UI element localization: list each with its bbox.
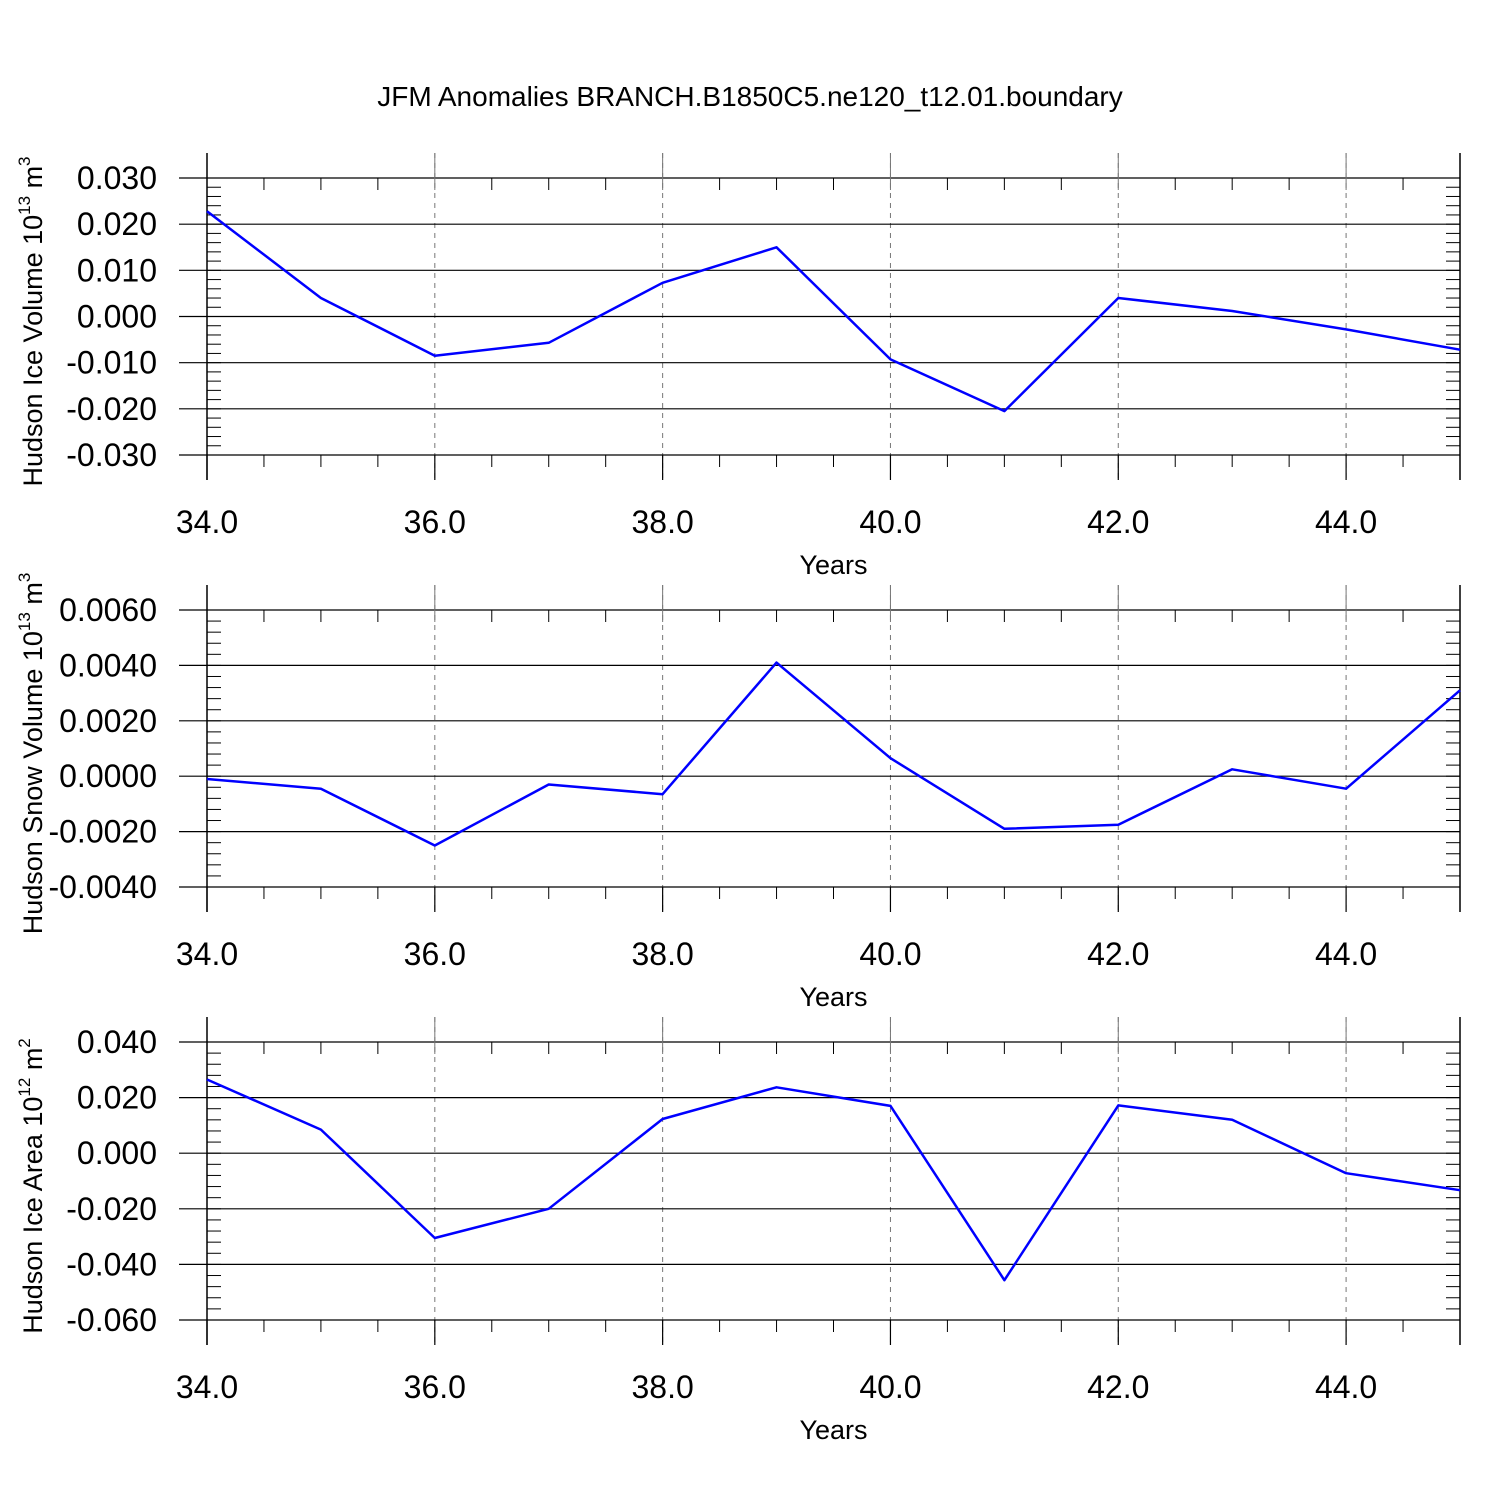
y-tick-label: -0.010 bbox=[66, 345, 157, 381]
x-tick-label: 36.0 bbox=[404, 504, 466, 540]
panel-1: 0.030 0.020 0.010 0.000 -0.010 -0.020 -0.030 34… bbox=[15, 153, 1461, 580]
y-tick-label: 0.040 bbox=[77, 1024, 157, 1060]
series-line bbox=[206, 1078, 1461, 1282]
y-tick-label: -0.060 bbox=[66, 1302, 157, 1338]
y-tick-label: 0.020 bbox=[77, 1080, 157, 1116]
x-tick-label: 34.0 bbox=[176, 504, 238, 540]
y-tick-label: 0.000 bbox=[77, 299, 157, 335]
y-tick-label: -0.0040 bbox=[48, 869, 157, 905]
panel-3: 0.040 0.020 0.000 -0.020 -0.040 -0.060 34.0 36.… bbox=[15, 1017, 1461, 1445]
y-tick-label: -0.030 bbox=[66, 437, 157, 473]
x-axis-title: Years bbox=[799, 550, 867, 580]
x-tick-label: 38.0 bbox=[631, 504, 693, 540]
y-tick-label: 0.0040 bbox=[59, 647, 157, 683]
y-axis-title: Hudson Snow Volume 1013 m3 bbox=[15, 573, 48, 935]
x-tick-label: 40.0 bbox=[859, 1369, 921, 1405]
y-tick-label: 0.0060 bbox=[59, 592, 157, 628]
x-tick-label: 44.0 bbox=[1315, 504, 1377, 540]
x-tick-label: 36.0 bbox=[404, 936, 466, 972]
y-tick-label: 0.0000 bbox=[59, 758, 157, 794]
x-axis-title: Years bbox=[799, 982, 867, 1012]
y-tick-label: -0.040 bbox=[66, 1246, 157, 1282]
y-tick-label: -0.020 bbox=[66, 391, 157, 427]
y-tick-label: 0.000 bbox=[77, 1135, 157, 1171]
x-tick-label: 40.0 bbox=[859, 936, 921, 972]
x-tick-label: 42.0 bbox=[1087, 1369, 1149, 1405]
x-tick-label: 44.0 bbox=[1315, 936, 1377, 972]
x-tick-label: 44.0 bbox=[1315, 1369, 1377, 1405]
x-tick-label: 42.0 bbox=[1087, 504, 1149, 540]
series-line bbox=[206, 661, 1461, 847]
y-tick-label: 0.010 bbox=[77, 252, 157, 288]
y-axis-title: Hudson Ice Area 1012 m2 bbox=[15, 1038, 48, 1334]
x-tick-label: 38.0 bbox=[631, 1369, 693, 1405]
y-tick-label: 0.020 bbox=[77, 206, 157, 242]
x-axis-title: Years bbox=[799, 1415, 867, 1445]
y-tick-label: 0.030 bbox=[77, 160, 157, 196]
y-axis-title: Hudson Ice Volume 1013 m3 bbox=[15, 156, 48, 486]
panel-2: 0.0060 0.0040 0.0020 0.0000 -0.0020 -0.0040 34… bbox=[15, 573, 1461, 1012]
x-tick-label: 38.0 bbox=[631, 936, 693, 972]
y-tick-label: -0.020 bbox=[66, 1191, 157, 1227]
x-tick-label: 34.0 bbox=[176, 1369, 238, 1405]
y-tick-label: -0.0020 bbox=[48, 814, 157, 850]
series-line bbox=[206, 210, 1461, 413]
y-tick-label: 0.0020 bbox=[59, 703, 157, 739]
x-tick-label: 34.0 bbox=[176, 936, 238, 972]
x-tick-label: 40.0 bbox=[859, 504, 921, 540]
x-tick-label: 42.0 bbox=[1087, 936, 1149, 972]
figure-title: JFM Anomalies BRANCH.B1850C5.ne120_t12.0… bbox=[377, 81, 1123, 112]
x-tick-label: 36.0 bbox=[404, 1369, 466, 1405]
